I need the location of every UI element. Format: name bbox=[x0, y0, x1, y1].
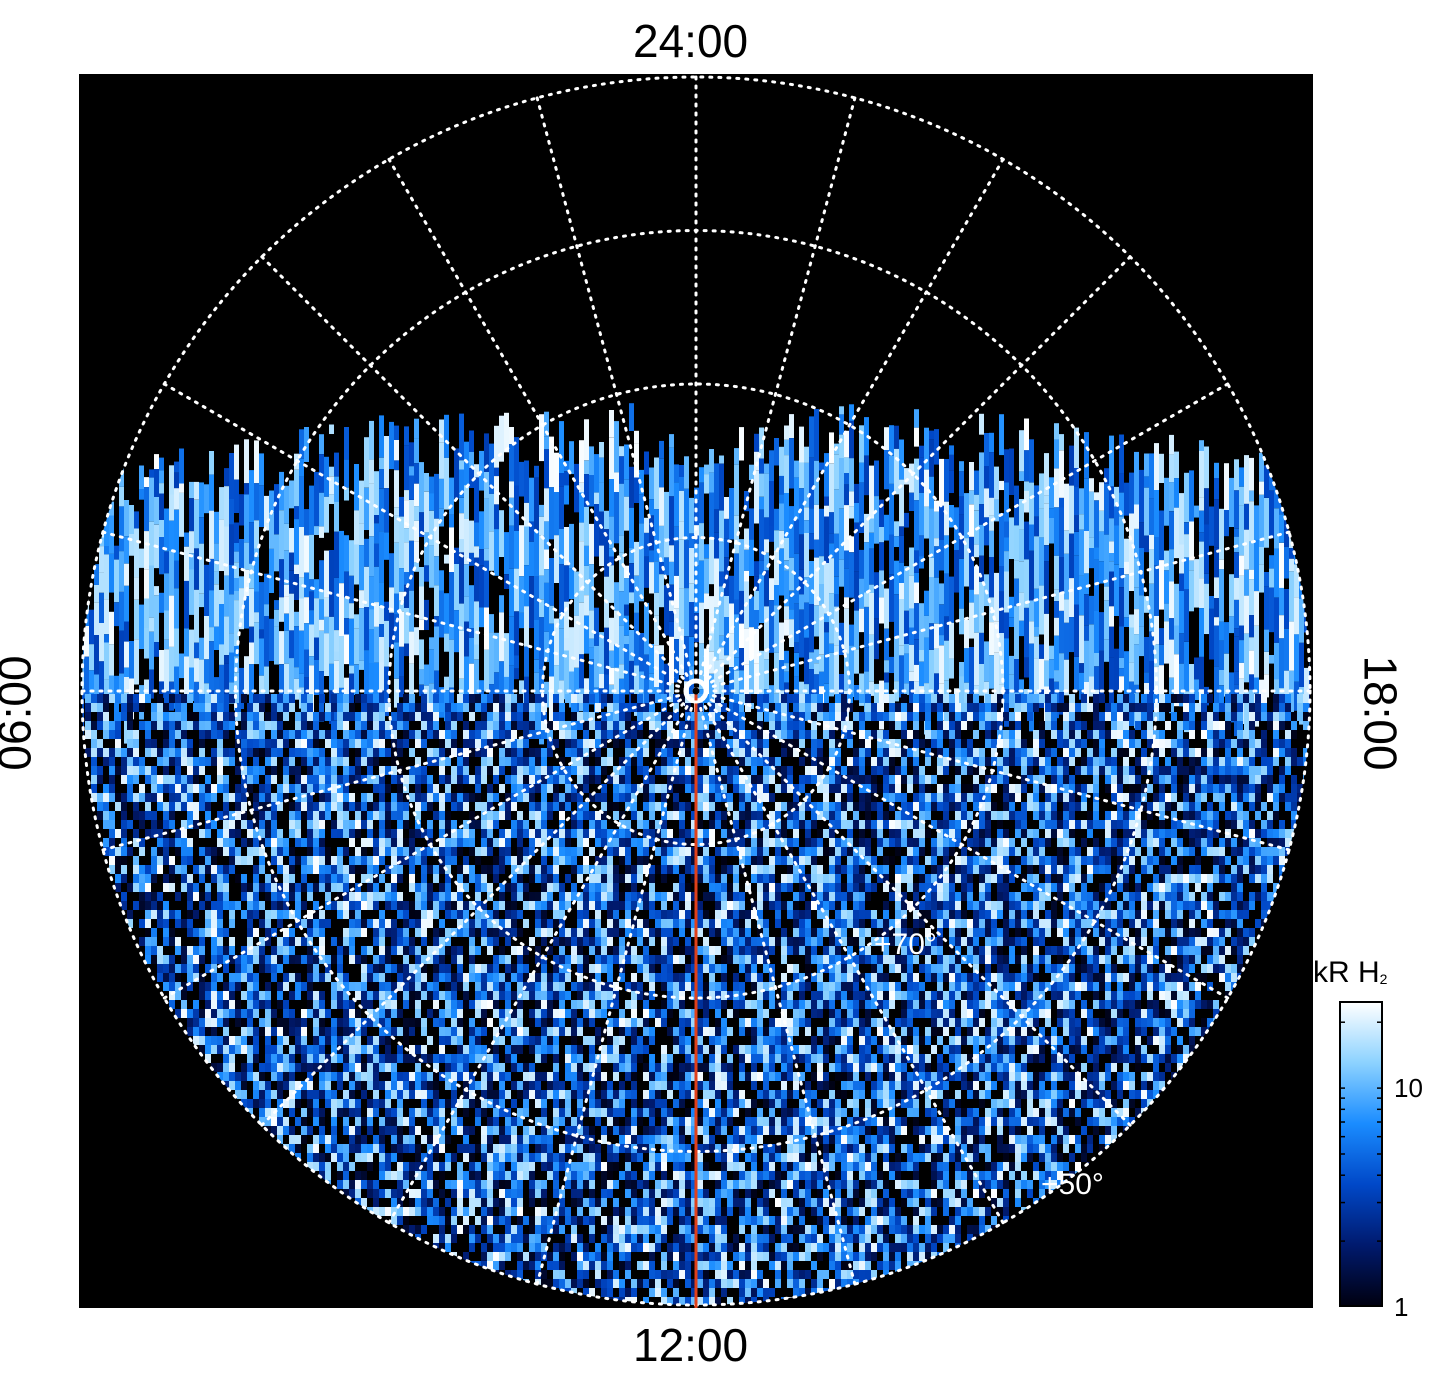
local-time-label-dusk: 18:00 bbox=[1354, 655, 1407, 771]
local-time-meridian bbox=[101, 689, 698, 852]
local-time-label-midnight: 24:00 bbox=[633, 15, 749, 67]
colorbar-tick-label: 1 bbox=[1394, 1292, 1409, 1322]
local-time-meridian bbox=[694, 382, 1230, 693]
local-time-meridian bbox=[694, 689, 857, 1286]
emission-intensity-field bbox=[82, 403, 1310, 1305]
local-time-meridian bbox=[162, 382, 698, 693]
colorbar bbox=[1339, 1001, 1383, 1307]
local-time-meridian bbox=[260, 255, 698, 693]
local-time-meridian bbox=[694, 530, 1291, 693]
local-time-meridian bbox=[694, 689, 1005, 1225]
local-time-meridian bbox=[101, 530, 698, 693]
lat-lt-grid bbox=[80, 75, 1312, 1307]
local-time-meridian bbox=[387, 689, 698, 1225]
latitude-label-70: +70° bbox=[874, 928, 937, 961]
local-time-meridian bbox=[535, 689, 698, 1286]
local-time-meridian bbox=[260, 689, 698, 1127]
pole-marker bbox=[683, 678, 709, 704]
local-time-meridian bbox=[694, 96, 857, 693]
local-time-meridian bbox=[387, 157, 698, 693]
local-time-meridian bbox=[162, 689, 698, 1000]
local-time-meridian bbox=[694, 157, 1005, 693]
colorbar-title-subscript: 2 bbox=[1379, 971, 1388, 987]
local-time-label-dawn: 06:00 bbox=[0, 655, 41, 771]
polar-auroral-map: +70° +50° bbox=[79, 74, 1313, 1308]
local-time-meridian bbox=[694, 689, 1230, 1000]
local-time-meridian bbox=[694, 689, 1132, 1127]
latitude-label-50: +50° bbox=[1041, 1168, 1104, 1201]
local-time-meridian bbox=[535, 96, 698, 693]
colorbar-title: kR H2 bbox=[1313, 956, 1388, 989]
local-time-meridian bbox=[694, 255, 1132, 693]
colorbar-tick-label: 10 bbox=[1394, 1073, 1423, 1104]
local-time-meridian bbox=[694, 689, 1291, 852]
local-time-label-noon: 12:00 bbox=[633, 1319, 749, 1371]
